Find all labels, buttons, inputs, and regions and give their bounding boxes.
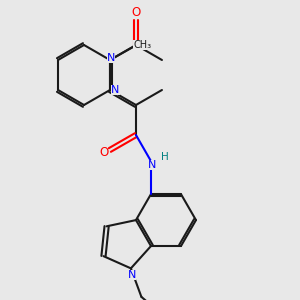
Text: O: O [99,146,109,160]
Text: CH₃: CH₃ [133,40,152,50]
Text: N: N [111,85,120,95]
Text: N: N [107,53,115,64]
Text: H: H [160,152,168,162]
Text: N: N [148,160,157,170]
Text: O: O [131,5,141,19]
Text: N: N [128,270,136,280]
